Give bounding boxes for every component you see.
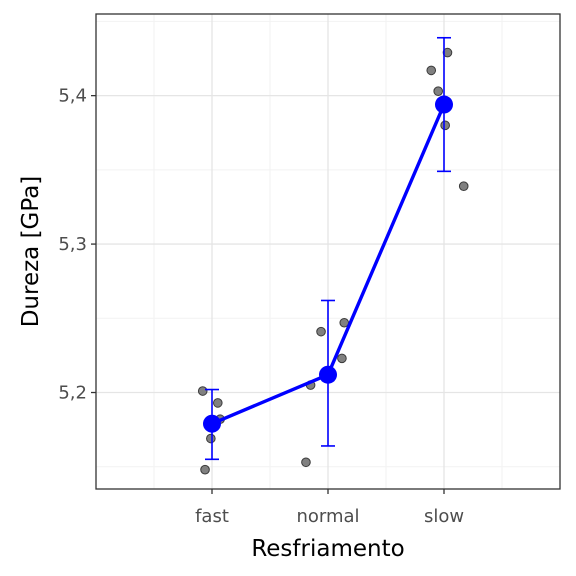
- y-axis-ticks: 5,2 5,3 5,4: [58, 86, 96, 404]
- y-tick-label: 5,2: [58, 383, 87, 404]
- x-axis-title: Resfriamento: [251, 536, 404, 562]
- grid-lines: [96, 14, 560, 489]
- observation-point: [337, 353, 347, 364]
- observation-point: [301, 457, 311, 468]
- x-axis-ticks: fast normal slow: [195, 489, 464, 527]
- y-axis-title: Dureza [GPa]: [18, 176, 44, 328]
- mean-point: [203, 414, 221, 433]
- x-tick-label: normal: [296, 506, 359, 527]
- observation-point: [426, 65, 437, 76]
- observation-point: [442, 47, 453, 58]
- y-tick-label: 5,3: [58, 234, 87, 255]
- x-tick-label: slow: [424, 506, 464, 527]
- observation-points: [197, 47, 469, 475]
- mean-point: [435, 95, 453, 114]
- x-tick-label: fast: [195, 506, 229, 527]
- observation-point: [213, 398, 223, 408]
- observation-point: [316, 326, 326, 337]
- observation-point: [200, 464, 210, 475]
- observation-point: [440, 120, 450, 131]
- y-tick-label: 5,4: [58, 86, 87, 107]
- observation-point: [433, 86, 444, 96]
- observation-point: [458, 181, 469, 191]
- observation-point: [206, 433, 216, 444]
- observation-point: [197, 386, 208, 396]
- mean-points: [203, 95, 453, 433]
- mean-point: [319, 365, 337, 384]
